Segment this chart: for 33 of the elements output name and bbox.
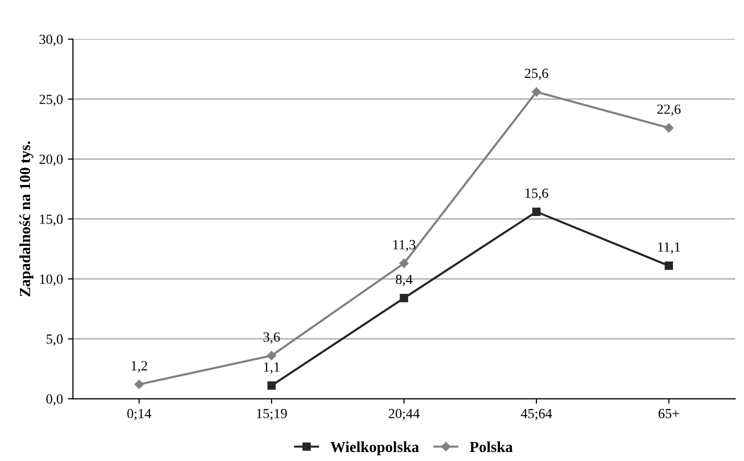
x-tick-label: 0;14 — [127, 408, 152, 420]
data-label: 25,6 — [524, 68, 548, 80]
point — [134, 380, 144, 390]
y-tick-label: 10,0 — [40, 274, 63, 286]
point — [267, 381, 276, 390]
x-tick-label: 65+ — [658, 408, 680, 418]
y-tick-label: 15,0 — [40, 214, 63, 226]
data-label: 3,6 — [264, 332, 280, 344]
point — [399, 258, 409, 268]
y-tick-label: 0,0 — [46, 394, 63, 406]
data-label: 11,1 — [658, 242, 680, 254]
legend-label: Polska — [470, 441, 513, 452]
x-tick-label: 45;64 — [520, 408, 552, 420]
point — [532, 87, 542, 97]
data-label: 15,6 — [525, 188, 548, 200]
y-tick-label: 30,0 — [40, 34, 63, 46]
point — [532, 208, 541, 216]
y-tick-label: 20,0 — [39, 154, 63, 166]
point — [664, 123, 674, 133]
y-axis-title: Zapadalność na 100 tys. — [19, 142, 34, 296]
x-tick-label: 20;44 — [388, 408, 420, 420]
x-tick-label: 15;19 — [256, 408, 287, 420]
y-tick-label: 5,0 — [46, 334, 63, 346]
data-label: 1,1 — [264, 362, 280, 374]
data-label: 22,6 — [657, 104, 681, 116]
data-label: 8,4 — [396, 274, 412, 286]
data-label: 1,2 — [132, 361, 148, 372]
data-label: 11,3 — [393, 240, 416, 252]
y-tick-label: 25,0 — [39, 94, 63, 106]
point — [400, 294, 408, 302]
point — [664, 262, 674, 270]
legend-label: Wielkopolska — [330, 441, 419, 456]
point — [266, 350, 276, 360]
